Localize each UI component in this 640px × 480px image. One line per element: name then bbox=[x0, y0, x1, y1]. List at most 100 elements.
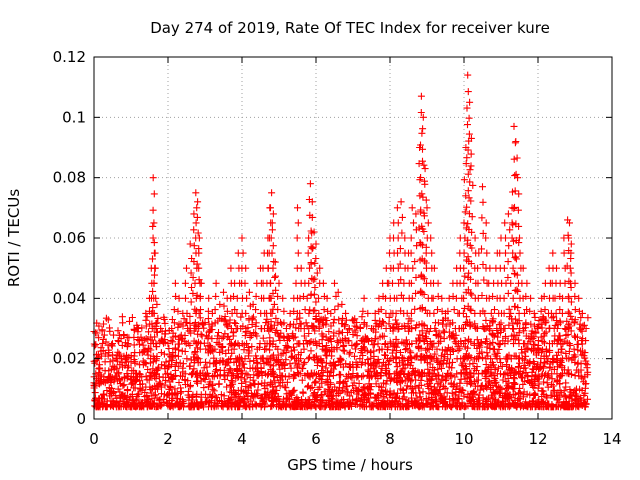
data-point bbox=[216, 300, 224, 308]
data-point-spread bbox=[504, 353, 511, 361]
data-point-spread bbox=[100, 373, 108, 381]
data-point-spread bbox=[167, 373, 175, 381]
data-point-spread bbox=[378, 332, 386, 340]
data-point-spread bbox=[421, 180, 429, 188]
data-point-spread bbox=[567, 370, 575, 378]
data-point-spread bbox=[352, 345, 359, 353]
data-point-spread bbox=[510, 155, 518, 163]
data-point-spread bbox=[157, 337, 165, 345]
x-tick-label: 6 bbox=[311, 430, 321, 448]
data-point-spread bbox=[315, 370, 322, 378]
data-point-spread bbox=[268, 219, 276, 227]
data-point-spread bbox=[248, 314, 256, 322]
data-point-spread bbox=[324, 346, 332, 354]
data-point-spread bbox=[154, 314, 162, 322]
data-point-spread bbox=[567, 284, 575, 291]
data-point-spread bbox=[527, 320, 535, 328]
data-point-spread bbox=[227, 340, 235, 348]
data-point-spread bbox=[274, 306, 282, 314]
data-point-spread bbox=[152, 294, 160, 302]
data-point-spread bbox=[363, 322, 371, 330]
data-point-spread bbox=[434, 306, 441, 314]
data-point bbox=[397, 198, 405, 206]
data-point-spread bbox=[291, 346, 298, 354]
data-point-spread bbox=[212, 292, 220, 300]
data-point bbox=[105, 349, 113, 357]
data-point-spread bbox=[308, 213, 316, 221]
data-point-spread bbox=[179, 335, 187, 343]
data-point-spread bbox=[351, 352, 358, 360]
data-point-spread bbox=[526, 307, 534, 315]
data-point-spread bbox=[287, 347, 295, 355]
data-point-spread bbox=[192, 219, 200, 227]
data-point-spread bbox=[505, 305, 513, 313]
data-point-spread bbox=[410, 219, 417, 227]
data-point-spread bbox=[153, 329, 161, 336]
data-point-spread bbox=[223, 333, 231, 341]
data-point-spread bbox=[489, 292, 497, 300]
data-point-spread bbox=[475, 355, 483, 363]
data-point-spread bbox=[187, 269, 195, 277]
data-point-spread bbox=[125, 353, 133, 361]
data-point-spread bbox=[478, 245, 485, 253]
data-point-spread bbox=[449, 319, 457, 327]
data-point-spread bbox=[510, 204, 518, 212]
data-point-spread bbox=[393, 294, 401, 302]
data-point-spread bbox=[320, 306, 328, 314]
data-point-spread bbox=[286, 360, 294, 368]
x-tick-label: 8 bbox=[385, 430, 395, 448]
data-point-spread bbox=[541, 372, 548, 380]
data-point-spread bbox=[252, 319, 260, 327]
data-point-spread bbox=[460, 294, 468, 302]
data-point bbox=[334, 288, 342, 296]
data-point-spread bbox=[352, 358, 360, 366]
data-point bbox=[142, 309, 150, 317]
y-tick-label: 0 bbox=[76, 410, 86, 428]
data-point-spread bbox=[513, 154, 521, 162]
data-point-spread bbox=[186, 312, 194, 320]
data-point-spread bbox=[528, 333, 536, 341]
data-point-spread bbox=[189, 274, 197, 281]
data-point-spread bbox=[420, 228, 428, 235]
data-point-spread bbox=[434, 358, 442, 366]
data-point-spread bbox=[475, 340, 482, 348]
data-point-spread bbox=[272, 314, 280, 322]
data-point-spread bbox=[269, 264, 277, 272]
axis-ticks bbox=[93, 56, 613, 420]
y-tick-label: 0.1 bbox=[62, 108, 86, 126]
data-point bbox=[427, 234, 435, 242]
data-point-spread bbox=[168, 361, 175, 369]
data-point-spread bbox=[535, 373, 543, 381]
data-point-spread bbox=[372, 335, 380, 343]
data-point-spread bbox=[245, 316, 253, 324]
data-point-spread bbox=[505, 321, 513, 329]
data-point-spread bbox=[509, 249, 517, 257]
data-point-spread bbox=[290, 307, 298, 315]
data-point-spread bbox=[526, 359, 534, 367]
data-point bbox=[467, 134, 475, 142]
data-point-spread bbox=[220, 357, 228, 365]
data-point-spread bbox=[339, 314, 346, 322]
data-point-spread bbox=[179, 360, 187, 368]
data-point-spread bbox=[433, 345, 441, 353]
data-point-spread bbox=[559, 294, 566, 302]
data-point-spread bbox=[272, 272, 279, 280]
data-point-spread bbox=[311, 284, 319, 291]
data-point-spread bbox=[412, 289, 420, 297]
data-point-spread bbox=[186, 341, 194, 349]
data-point-spread bbox=[581, 373, 589, 381]
data-point-spread bbox=[182, 340, 190, 348]
data-point-spread bbox=[330, 332, 338, 340]
data-point bbox=[164, 340, 172, 348]
data-point-spread bbox=[461, 208, 469, 216]
data-point-spread bbox=[332, 292, 340, 300]
data-point-spread bbox=[418, 352, 425, 360]
data-point-spread bbox=[348, 374, 356, 382]
data-point-spread bbox=[230, 292, 237, 300]
data-point-spread bbox=[149, 287, 157, 295]
data-point-spread bbox=[511, 254, 519, 262]
data-point-spread bbox=[172, 292, 180, 300]
data-point-spread bbox=[444, 307, 452, 315]
data-point-spread bbox=[380, 358, 387, 366]
